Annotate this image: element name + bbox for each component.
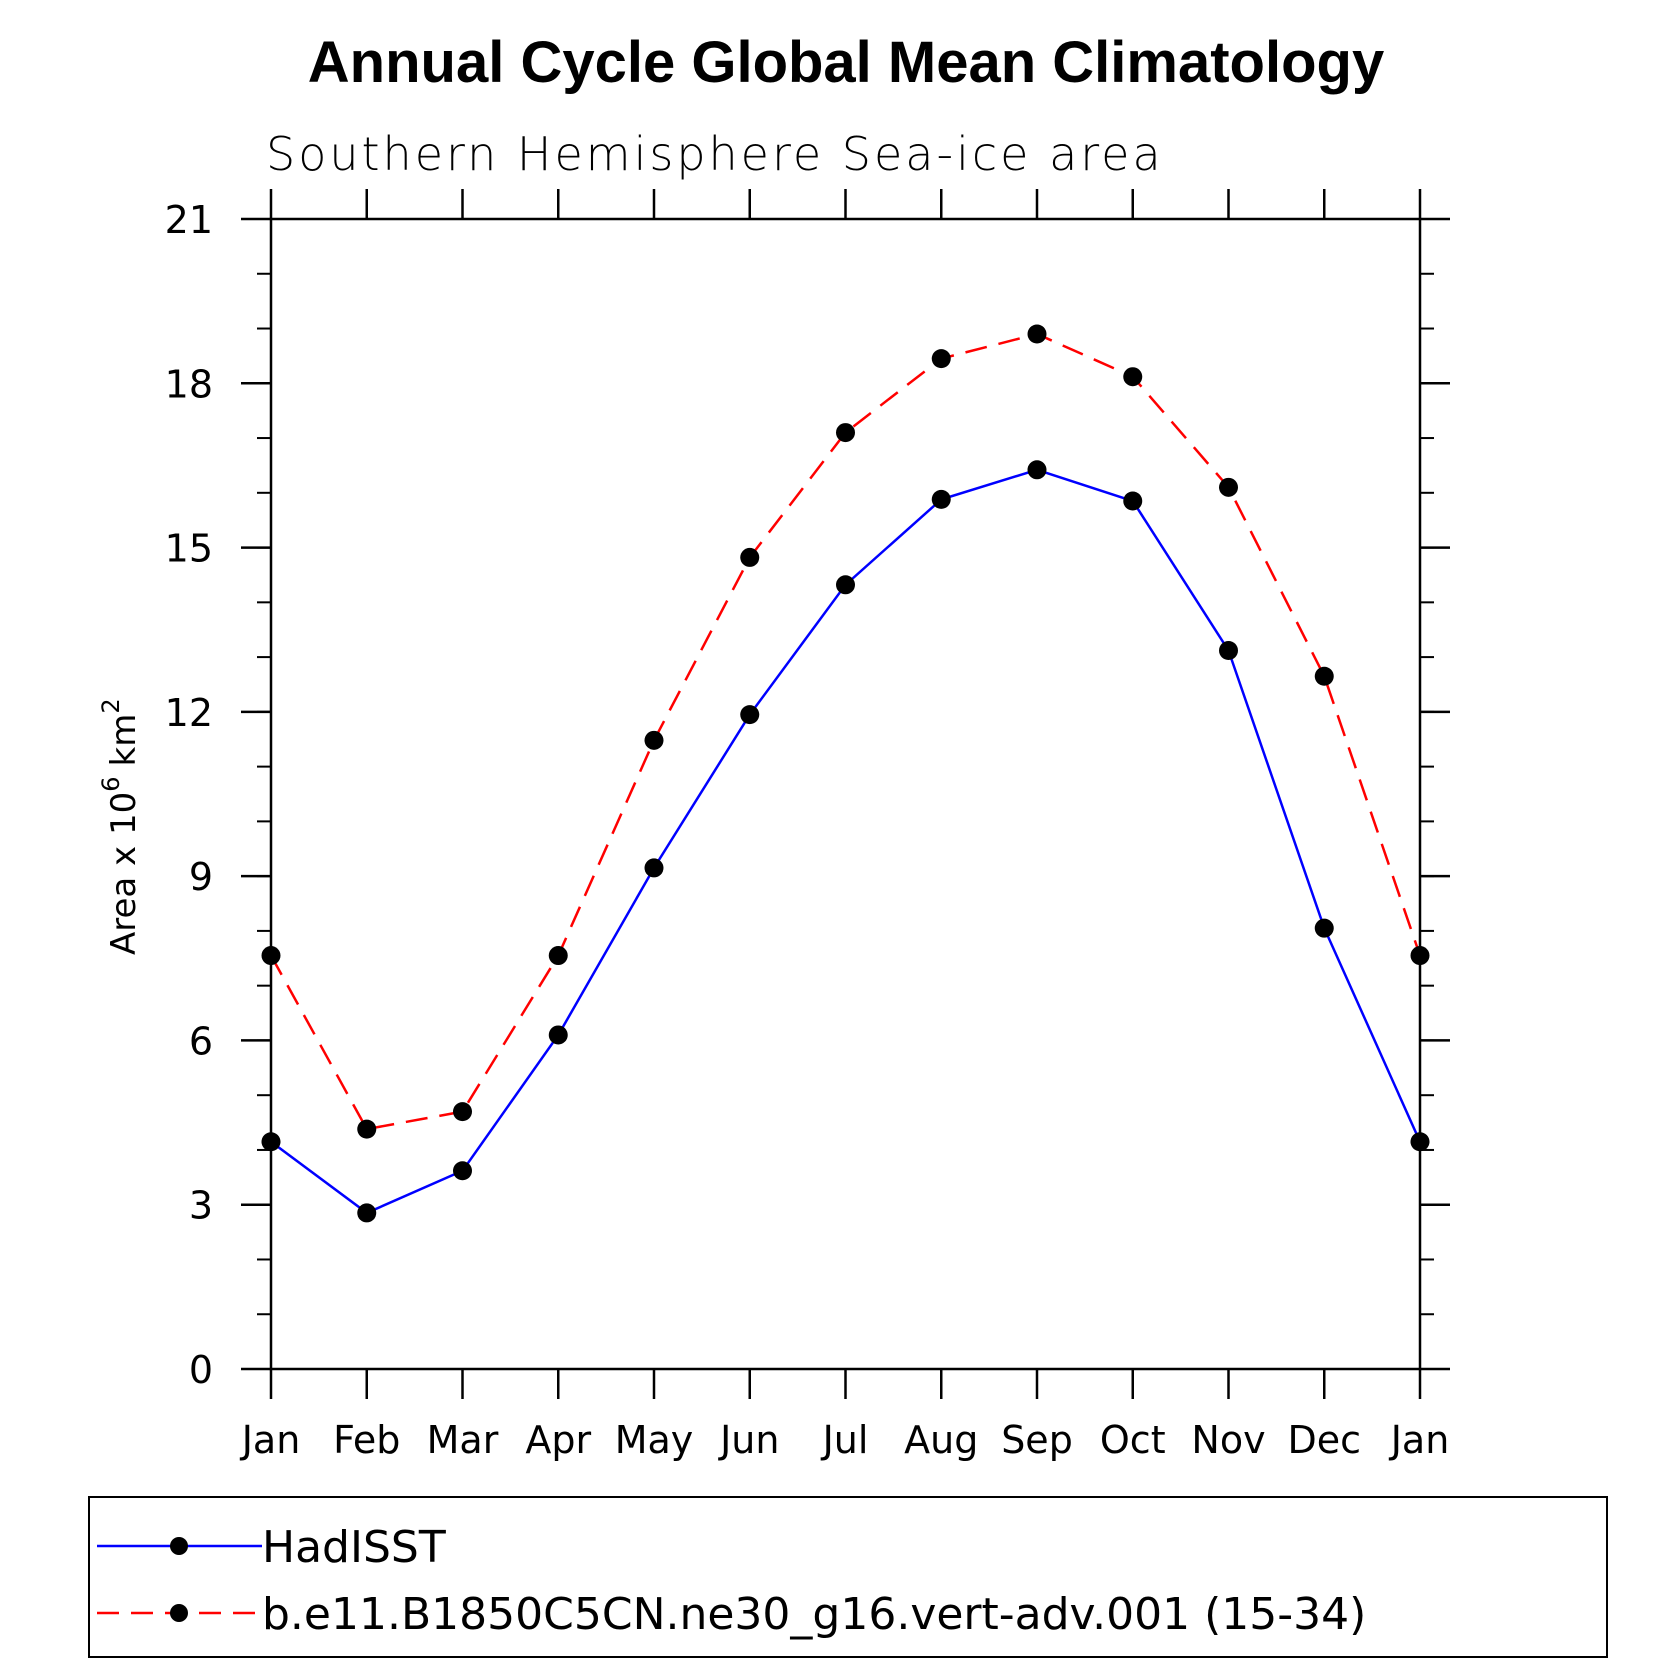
- y-axis-label-unit-exponent: 2: [97, 698, 125, 713]
- x-tick-label: Apr: [525, 1418, 591, 1462]
- y-tick-label: 21: [165, 198, 213, 242]
- series-1-point: [644, 730, 664, 750]
- series-1-point: [453, 1102, 472, 1122]
- series-1-point: [1219, 477, 1238, 497]
- y-tick-label: 0: [189, 1348, 213, 1392]
- axes: 0 3 6 9 12 15 18 21 Jan Feb Mar Apr May Jun Jul Aug Sep O…: [165, 189, 1450, 1462]
- series-0-point: [1410, 1132, 1430, 1152]
- y-tick-label: 6: [189, 1019, 213, 1063]
- x-tick-label: Mar: [427, 1418, 499, 1462]
- y-axis-label-text: Area x 10: [104, 792, 144, 955]
- chart-subtitle: Southern Hemisphere Sea-ice area: [266, 127, 1164, 181]
- y-tick-label: 3: [189, 1184, 213, 1228]
- x-tick-label: Dec: [1287, 1418, 1361, 1462]
- legend-box: [88, 1496, 1608, 1658]
- legend-marker-hadisst: [170, 1537, 188, 1555]
- y-axis-label: Area x 106 km2: [97, 698, 144, 955]
- series-0-point: [740, 705, 760, 725]
- y-tick-label: 15: [165, 527, 213, 571]
- series-0-point: [931, 489, 951, 509]
- series-1-point: [357, 1119, 377, 1139]
- y-axis-label-unit: km: [104, 714, 144, 767]
- legend-marker-model: [170, 1604, 188, 1622]
- svg-text:Area x 106km2: Area x 106 km2: [97, 698, 144, 955]
- plot-frame: [269, 217, 1422, 1371]
- x-tick-label: May: [615, 1418, 694, 1462]
- series-0-point: [1123, 491, 1143, 511]
- chart-title: Annual Cycle Global Mean Climatology: [308, 30, 1384, 95]
- series-0-point: [1027, 460, 1047, 480]
- series-0-point: [548, 1025, 568, 1045]
- series-0-point: [453, 1161, 472, 1181]
- y-tick-label: 9: [189, 855, 213, 899]
- series-1-point: [740, 547, 760, 567]
- series-1-point: [261, 946, 281, 966]
- y-tick-label: 12: [165, 691, 213, 735]
- series-0-point: [261, 1132, 281, 1152]
- x-tick-label: Feb: [333, 1418, 400, 1462]
- x-tick-label: Jul: [821, 1418, 869, 1462]
- x-tick-label: Aug: [904, 1418, 978, 1462]
- series-1-point: [1123, 367, 1143, 387]
- y-axis-label-exponent: 6: [97, 776, 125, 791]
- series-1-point: [931, 349, 951, 369]
- series-0-point: [644, 858, 664, 878]
- series-0-point: [1314, 918, 1334, 938]
- series-1-point: [836, 423, 855, 443]
- series-1-point: [1410, 946, 1430, 966]
- series-line-1: [269, 332, 1422, 1131]
- legend-label-model: b.e11.B1850C5CN.ne30_g16.vert-adv.001 (1…: [262, 1589, 1366, 1640]
- x-tick-label: Sep: [1001, 1418, 1073, 1462]
- series-1-point: [1314, 666, 1334, 686]
- y-tick-label: 18: [165, 362, 213, 406]
- series-1-point: [548, 946, 568, 966]
- x-tick-label: Oct: [1100, 1418, 1166, 1462]
- x-tick-label: Jan: [1389, 1418, 1450, 1462]
- legend: HadISST b.e11.B1850C5CN.ne30_g16.vert-ad…: [88, 1496, 1608, 1658]
- series-0-point: [1219, 641, 1238, 661]
- x-tick-label: Jun: [718, 1418, 779, 1462]
- series-0-point: [836, 575, 855, 595]
- x-tick-label: Jan: [240, 1418, 301, 1462]
- series-1-point: [1027, 324, 1047, 344]
- legend-label-hadisst: HadISST: [262, 1522, 446, 1573]
- series-0-point: [357, 1203, 377, 1223]
- series-layer: [261, 324, 1430, 1223]
- x-tick-label: Nov: [1191, 1418, 1265, 1462]
